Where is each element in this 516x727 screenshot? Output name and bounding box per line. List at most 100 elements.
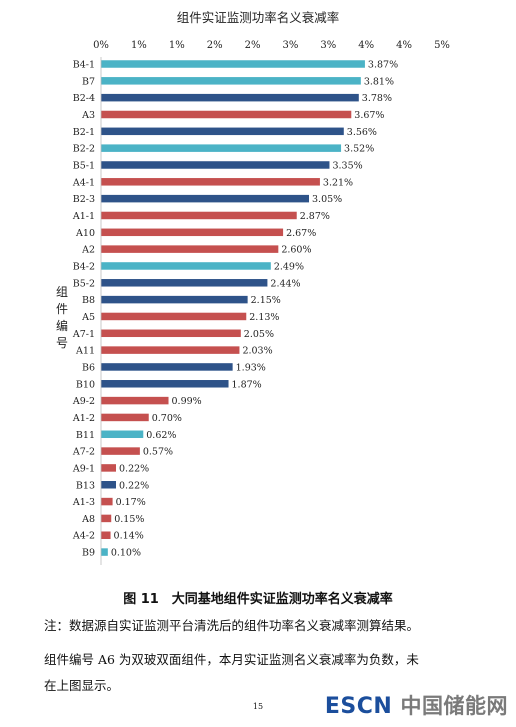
category-label: B11 [76, 430, 95, 441]
y-axis-categories: B4-1 B7 B2-4 A3 B2-1 B2-2 B5-1 A4-1 B2-3 A1-1 A10 A… [72, 60, 95, 559]
x-tick-label: 4% [396, 40, 412, 51]
category-label: B2-2 [73, 144, 95, 155]
figure-caption: 图 11 大同基地组件实证监测功率名义衰减率 [123, 592, 393, 607]
value-label: 1.93% [236, 362, 266, 373]
value-label: 2.44% [270, 278, 300, 289]
page-number: 15 [252, 702, 264, 711]
value-label: 3.35% [332, 160, 362, 171]
category-label: A1-2 [72, 413, 95, 424]
value-label: 0.15% [114, 514, 144, 525]
category-label: B13 [76, 480, 95, 491]
value-label: 0.22% [119, 463, 149, 474]
value-label: 0.99% [172, 396, 202, 407]
category-label: A11 [75, 346, 95, 357]
value-label: 2.03% [242, 346, 272, 357]
value-label: 2.67% [286, 228, 316, 239]
watermark-latin: ESCN [324, 694, 393, 719]
x-tick-label: 2% [207, 40, 223, 51]
bar [101, 447, 140, 455]
note-line-1: 注：数据源自实证监测平台清洗后的组件功率名义衰减率测算结果。 [44, 618, 420, 633]
bar [101, 363, 233, 371]
bar [101, 211, 297, 220]
x-tick-label: 2% [245, 40, 261, 51]
category-label: A9-2 [72, 396, 95, 407]
value-label: 3.52% [344, 144, 374, 155]
category-label: B2-1 [73, 127, 95, 138]
y-axis-label-char: 号 [56, 336, 68, 350]
x-axis-ticks: 0% 1% 1% 2% 2% 3% 3% 4% 4% 5% [93, 40, 450, 51]
category-label: A10 [75, 228, 95, 239]
x-tick-label: 1% [169, 40, 185, 51]
bar [101, 329, 241, 338]
bar [101, 228, 284, 237]
note-line-2: 组件编号 A6 为双玻双面组件，本月实证监测名义衰减率为负数，未 [44, 652, 419, 667]
x-tick-label: 5% [434, 40, 450, 51]
x-tick-label: 0% [93, 40, 109, 51]
category-label: A8 [81, 514, 95, 525]
bar [101, 127, 344, 136]
bar [101, 279, 268, 287]
bar [101, 161, 330, 169]
value-label: 0.70% [152, 413, 182, 424]
category-label: A5 [81, 312, 95, 323]
category-label: B10 [76, 379, 95, 390]
category-label: A9-1 [72, 463, 95, 474]
value-label: 3.05% [312, 194, 342, 205]
bar [101, 262, 271, 270]
value-label: 0.10% [111, 548, 141, 559]
chart-title: 组件实证监测功率名义衰减率 [177, 10, 340, 25]
bar [101, 531, 111, 539]
value-label: 0.14% [114, 531, 144, 542]
value-label: 2.49% [274, 261, 304, 272]
value-labels: 3.87% 3.81% 3.78% 3.67% 3.56% 3.52% 3.35% 3.21%… [111, 60, 398, 559]
x-tick-label: 3% [283, 40, 299, 51]
bar [101, 93, 359, 102]
watermark-cn: 中国储能网 [400, 694, 508, 718]
category-label: A1-3 [72, 497, 95, 508]
bar [101, 346, 240, 354]
bar [101, 178, 320, 186]
value-label: 3.67% [354, 110, 384, 121]
bar [101, 481, 116, 489]
y-axis-label-char: 编 [56, 318, 68, 333]
category-label: A3 [81, 110, 95, 121]
bar [101, 312, 247, 321]
category-label: B4-1 [73, 60, 95, 71]
category-label: B5-2 [73, 278, 95, 289]
category-label: B7 [82, 76, 95, 87]
watermark-logo: ESCN 中国储能网 [325, 690, 508, 720]
value-label: 1.87% [232, 379, 262, 390]
x-tick-label: 1% [131, 40, 147, 51]
bar [101, 194, 310, 203]
value-label: 2.60% [281, 245, 311, 256]
value-label: 3.87% [368, 60, 398, 71]
category-label: A4-1 [72, 177, 95, 188]
y-axis-label-char: 件 [56, 302, 68, 316]
category-label: A1-1 [72, 211, 95, 222]
value-label: 2.05% [244, 329, 274, 340]
bars [101, 60, 365, 556]
bar [101, 548, 108, 556]
note-line-3: 在上图显示。 [44, 678, 120, 693]
value-label: 3.81% [364, 76, 394, 87]
value-label: 2.15% [251, 295, 281, 306]
bar [101, 295, 248, 304]
value-label: 3.21% [323, 177, 353, 188]
category-label: B8 [82, 295, 95, 306]
bar [101, 430, 144, 439]
bar [101, 245, 279, 253]
category-label: A7-1 [72, 329, 95, 340]
category-label: A7-2 [72, 447, 95, 458]
category-label: A4-2 [72, 531, 95, 542]
x-tick-label: 4% [358, 40, 374, 51]
bar-chart: 组件实证监测功率名义衰减率 组件编号 0% 1% 1% 2% 2% 3% 3% 4% 4% 5% … [56, 10, 450, 565]
value-label: 0.17% [116, 497, 146, 508]
y-axis-label-char: 组 [56, 285, 68, 299]
bar [101, 413, 149, 422]
value-label: 3.78% [362, 93, 392, 104]
category-label: B4-2 [73, 261, 95, 272]
value-label: 0.57% [143, 447, 173, 458]
value-label: 3.56% [347, 127, 377, 138]
bar [101, 60, 365, 68]
category-label: B6 [82, 362, 95, 373]
